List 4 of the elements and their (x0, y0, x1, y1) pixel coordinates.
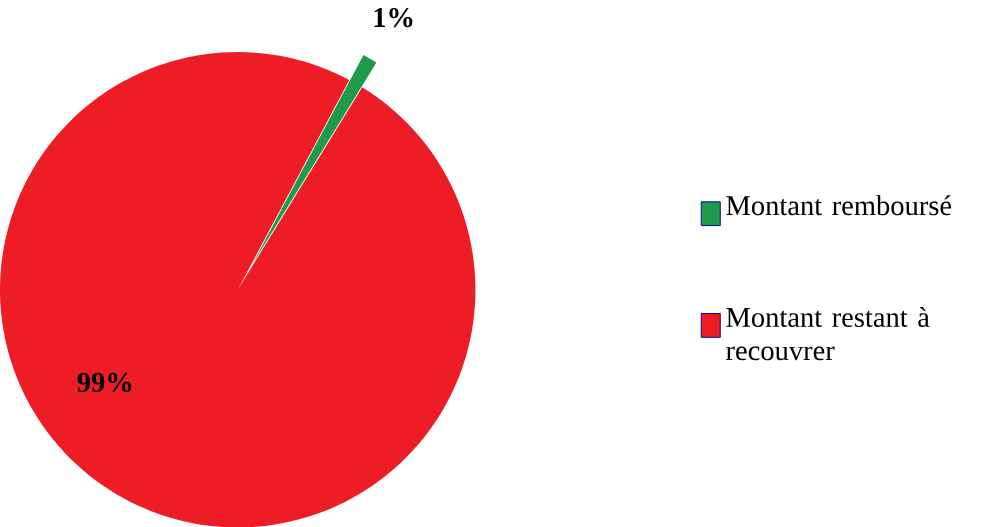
legend-label: Montant remboursé (726, 194, 952, 216)
data-label: 1% (374, 7, 413, 28)
data-label: 99% (77, 372, 132, 392)
legend-label: Montant restant à recouvrer (726, 306, 930, 361)
